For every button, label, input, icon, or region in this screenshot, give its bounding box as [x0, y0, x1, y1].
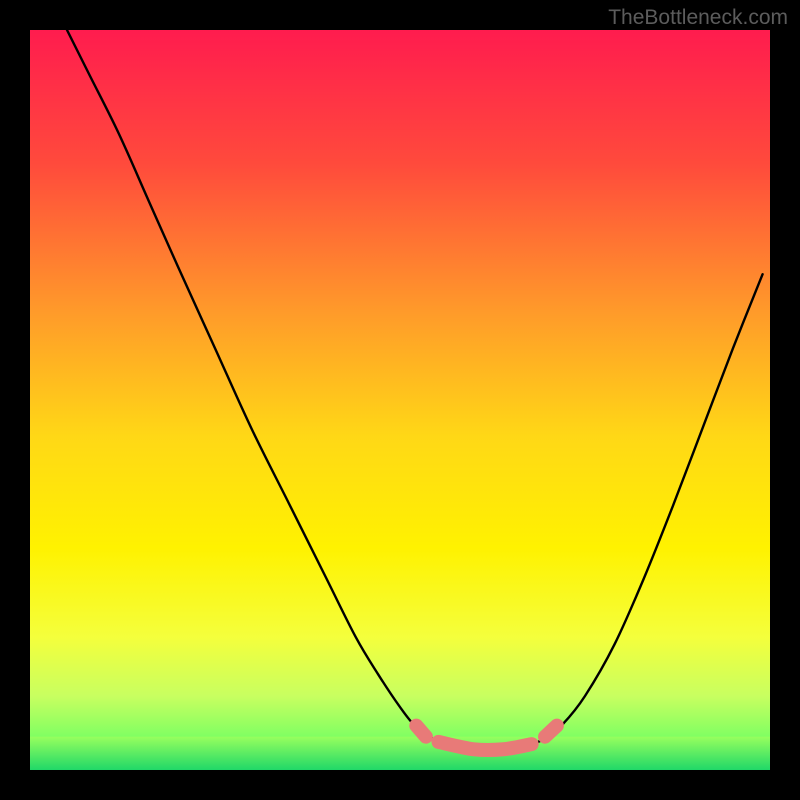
green-band	[30, 737, 770, 770]
highlight-segment	[438, 742, 531, 750]
bottleneck-chart	[30, 30, 770, 770]
gradient-background	[30, 30, 770, 770]
watermark-text: TheBottleneck.com	[608, 6, 788, 30]
highlight-segment	[545, 726, 557, 737]
highlight-segment	[416, 726, 426, 737]
chart-area	[30, 30, 770, 770]
